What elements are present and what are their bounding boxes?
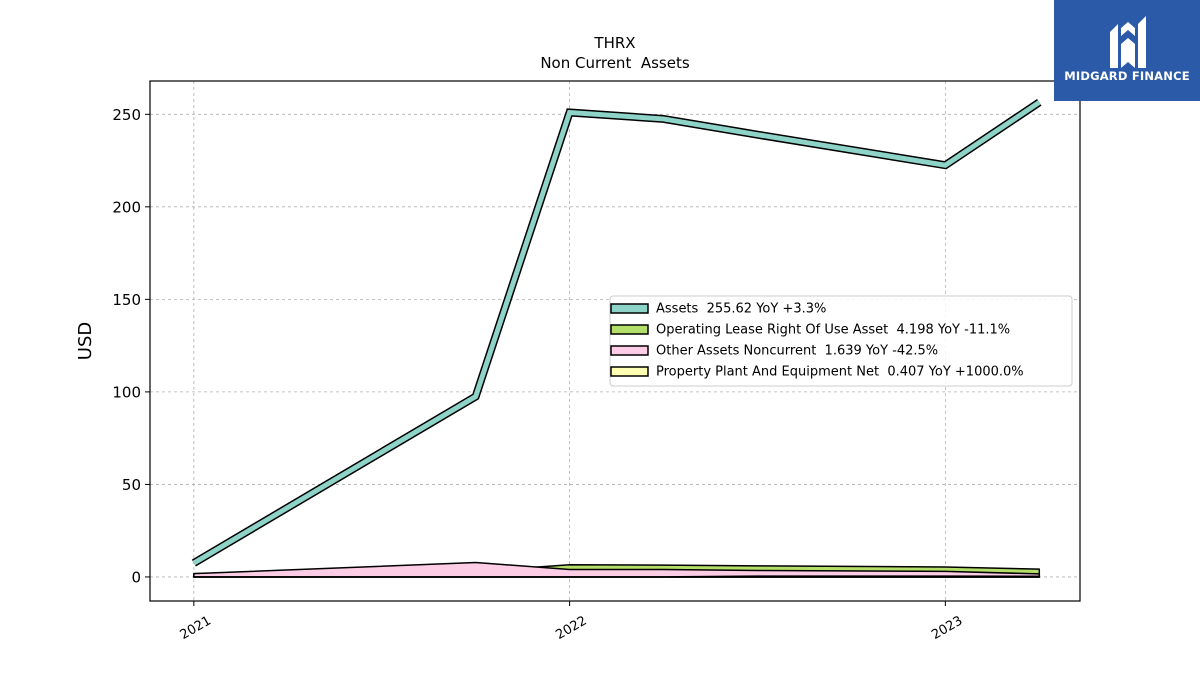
- legend-entry-0: Assets 255.62 YoY +3.3%: [656, 302, 826, 317]
- logo-text: MIDGARD FINANCE: [1064, 69, 1190, 83]
- brand-logo: MIDGARD FINANCE: [1054, 0, 1200, 101]
- legend: Assets 255.62 YoY +3.3% Operating Lease R…: [609, 295, 1073, 387]
- y-tick-label: 250: [112, 106, 141, 124]
- chart-title: THRX: [593, 34, 635, 52]
- legend-box: [609, 295, 1073, 387]
- area-series-3: [193, 575, 1041, 578]
- legend-entry-1: Operating Lease Right Of Use Asset 4.198…: [656, 323, 1010, 338]
- plot-frame: [149, 80, 1081, 602]
- y-axis-label: USD: [75, 322, 96, 360]
- y-tick-label: 200: [112, 198, 141, 216]
- x-tick-label: 2023: [929, 613, 965, 643]
- legend-swatch-3: [610, 366, 649, 377]
- legend-swatch-2: [610, 345, 649, 356]
- line-series: [191, 98, 1042, 567]
- area-series-2: [193, 561, 1041, 578]
- y-tick-label: 0: [131, 568, 141, 586]
- chart-subtitle: Non Current Assets: [540, 54, 690, 72]
- legend-entry-2: Other Assets Noncurrent 1.639 YoY -42.5%: [656, 344, 938, 359]
- legend-swatch-1: [610, 324, 649, 335]
- legend-swatch-0: [610, 303, 649, 314]
- y-tick-label: 150: [112, 291, 141, 309]
- area-series: [193, 561, 1041, 578]
- y-tick-label: 50: [122, 476, 141, 494]
- legend-entry-3: Property Plant And Equipment Net 0.407 Y…: [656, 365, 1024, 380]
- y-tick-label: 100: [112, 383, 141, 401]
- midgard-logo-icon: [1110, 16, 1146, 68]
- x-tick-label: 2021: [178, 613, 214, 643]
- x-tick-label: 2022: [553, 613, 589, 643]
- line-series-0: [192, 100, 1041, 566]
